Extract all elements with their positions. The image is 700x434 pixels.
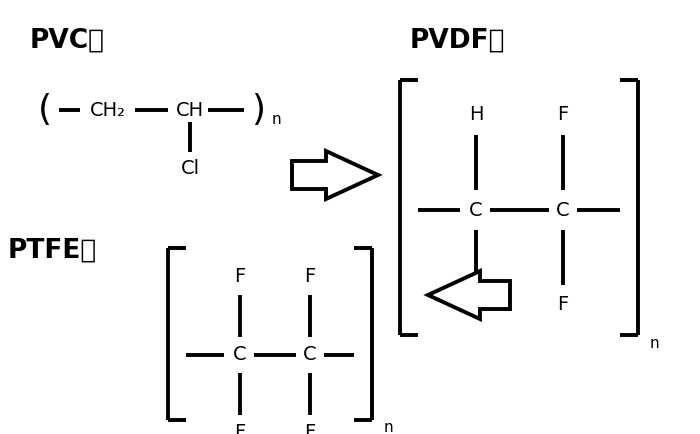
- Polygon shape: [292, 151, 378, 199]
- Text: C: C: [233, 345, 247, 365]
- Text: n: n: [383, 421, 393, 434]
- Text: n: n: [649, 335, 659, 351]
- Text: F: F: [234, 424, 246, 434]
- Text: H: H: [469, 105, 483, 125]
- Polygon shape: [428, 271, 510, 319]
- Text: CH: CH: [176, 101, 204, 119]
- Text: F: F: [557, 105, 568, 125]
- Text: C: C: [469, 201, 483, 220]
- Text: C: C: [303, 345, 317, 365]
- Text: F: F: [304, 267, 316, 286]
- Text: PVC：: PVC：: [30, 28, 105, 54]
- Text: C: C: [556, 201, 570, 220]
- Text: F: F: [304, 424, 316, 434]
- Text: ): ): [251, 93, 265, 127]
- Text: F: F: [234, 267, 246, 286]
- Text: CH₂: CH₂: [90, 101, 126, 119]
- Text: F: F: [557, 296, 568, 315]
- Text: Cl: Cl: [181, 158, 199, 178]
- Text: H: H: [469, 296, 483, 315]
- Text: PTFE：: PTFE：: [8, 238, 97, 264]
- Text: (: (: [38, 93, 52, 127]
- Text: n: n: [271, 112, 281, 128]
- Text: PVDF：: PVDF：: [410, 28, 505, 54]
